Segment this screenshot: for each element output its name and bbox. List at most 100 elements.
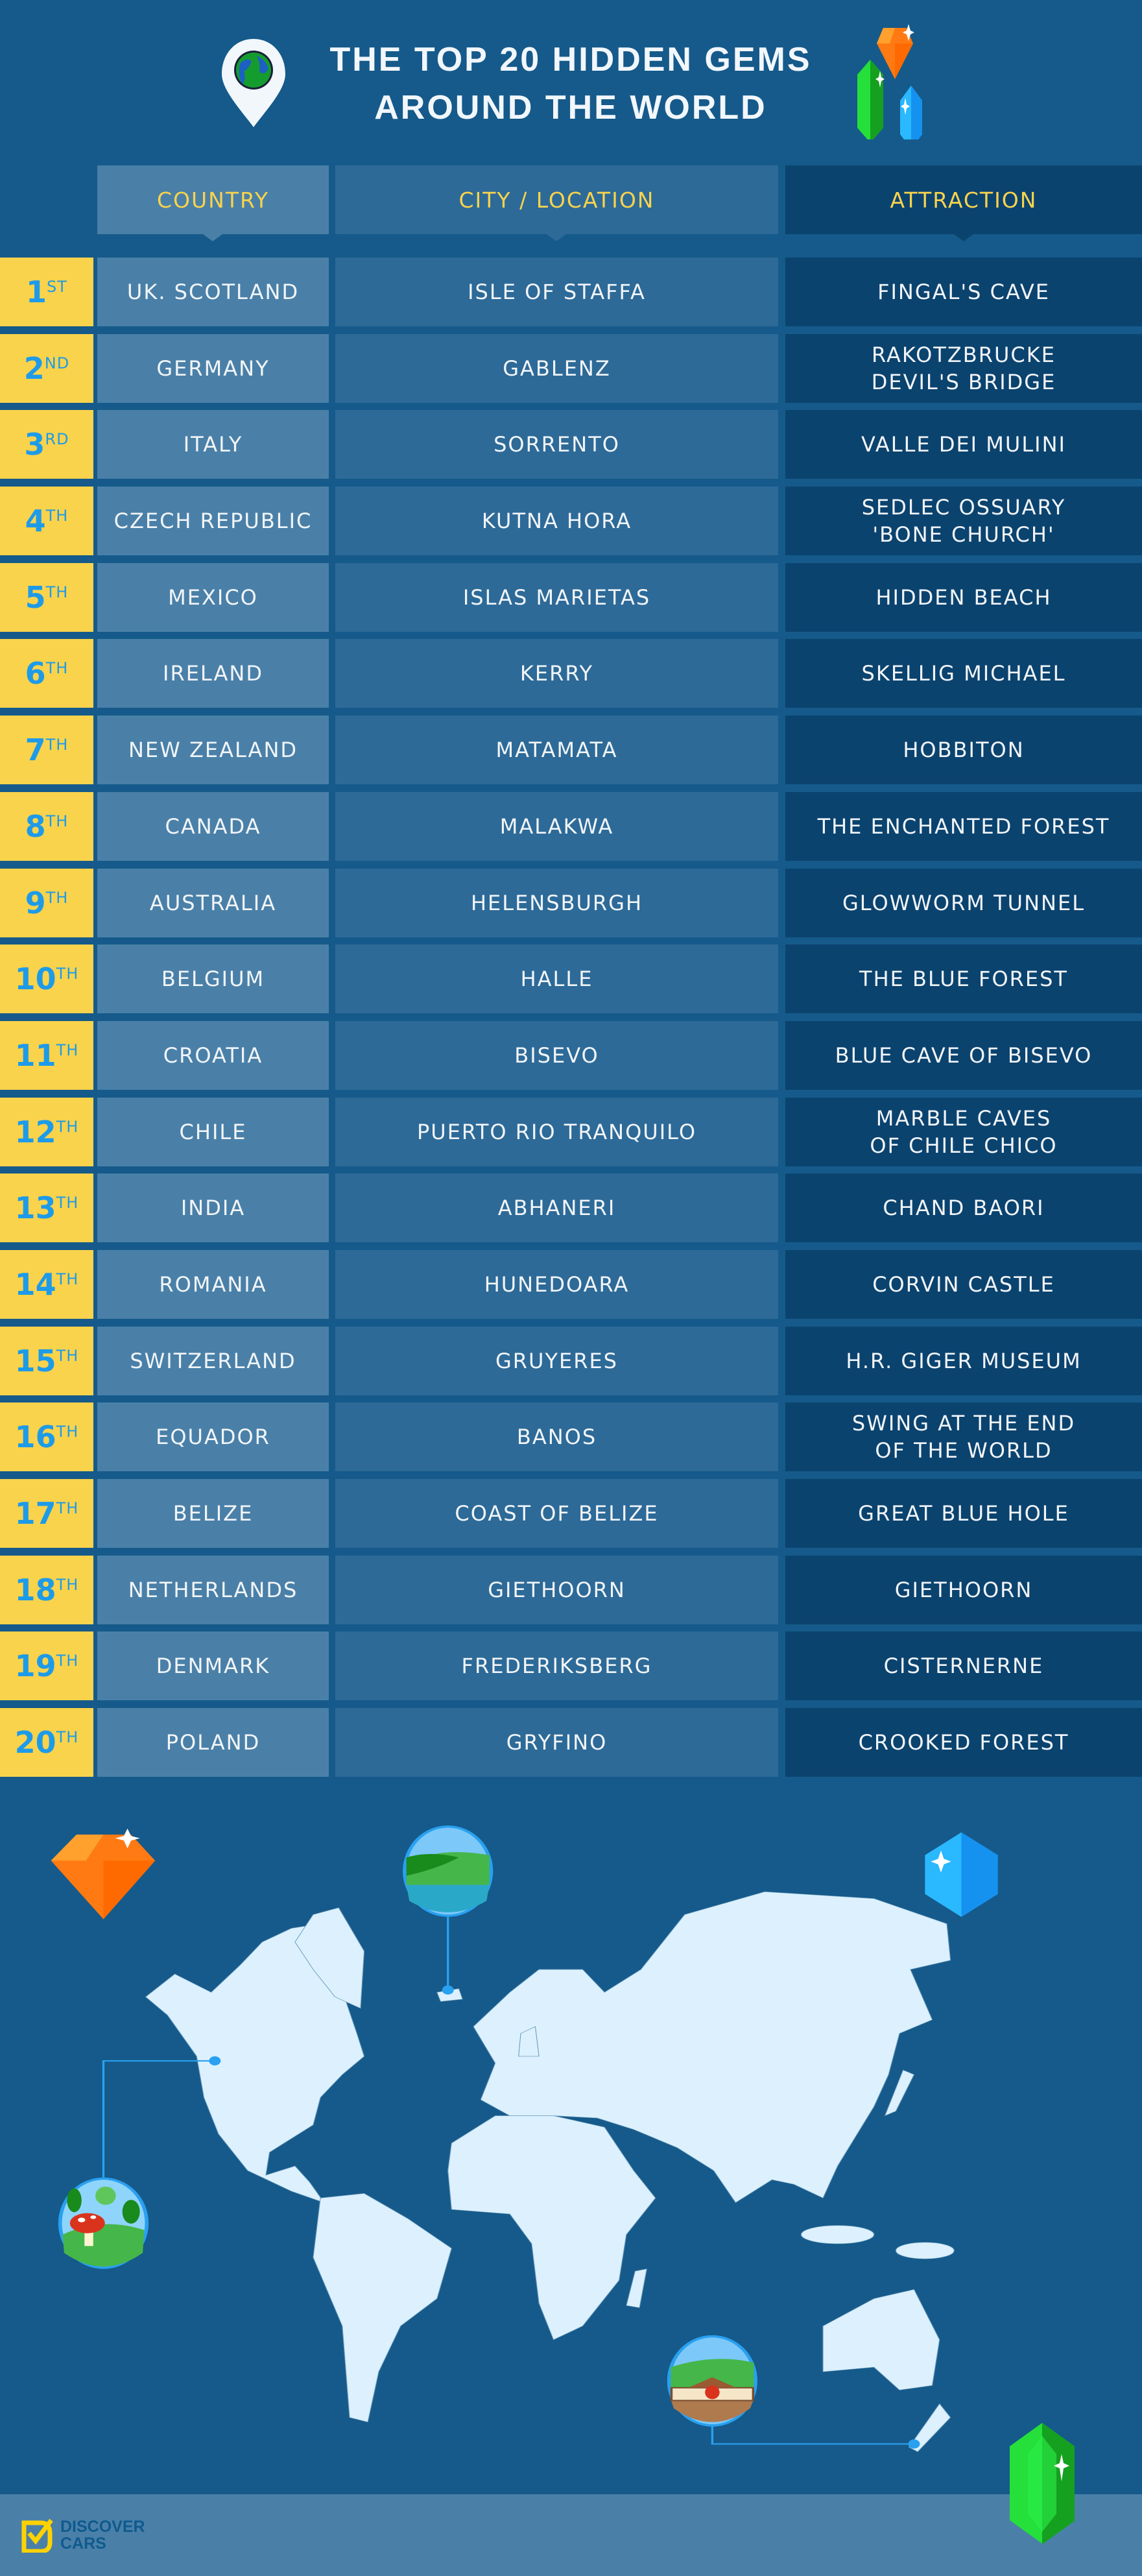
rank-number: 9 — [25, 885, 46, 921]
table-row: 7 TH NEW ZEALAND MATAMATA HOBBITON — [0, 716, 1142, 785]
country-cell: UK. SCOTLAND — [97, 258, 329, 326]
title-line-1: THE TOP 20 HIDDEN GEMS — [329, 41, 812, 78]
rank-suffix: TH — [56, 1117, 79, 1136]
table-row: 5 TH MEXICO ISLAS MARIETAS HIDDEN BEACH — [0, 562, 1142, 632]
rank-number: 13 — [14, 1190, 56, 1226]
discover-cars-logo-icon — [21, 2519, 53, 2553]
rank-number: 1 — [26, 274, 47, 309]
rank-badge: 19 TH — [0, 1631, 93, 1701]
rank-suffix: TH — [56, 1194, 79, 1212]
table-row: 20 TH POLAND GRYFINO CROOKED FOREST — [0, 1708, 1142, 1777]
column-header-attraction: ATTRACTION — [785, 165, 1142, 234]
city-cell: GIETHOORN — [335, 1555, 778, 1624]
country-cell: DENMARK — [97, 1631, 329, 1701]
city-cell: ISLAS MARIETAS — [335, 562, 778, 632]
greenland — [294, 1907, 365, 2009]
attraction-cell: SKELLIG MICHAEL — [785, 639, 1142, 708]
country-cell: POLAND — [97, 1708, 329, 1777]
rank-suffix: ND — [44, 354, 70, 372]
header-pointer — [954, 234, 973, 241]
attraction-cell: HOBBITON — [785, 716, 1142, 785]
marker-dot-new-zealand — [908, 2439, 920, 2449]
rank-badge: 9 TH — [0, 868, 93, 937]
rank-badge: 2 ND — [0, 333, 93, 403]
country-cell: INDIA — [97, 1174, 329, 1243]
north-america — [145, 1923, 365, 2204]
rank-badge: 4 TH — [0, 487, 93, 556]
rank-badge: 7 TH — [0, 716, 93, 785]
country-cell: BELIZE — [97, 1479, 329, 1548]
rank-suffix: TH — [45, 659, 69, 678]
city-cell: HUNEDOARA — [335, 1249, 778, 1319]
marker-dot-canada — [209, 2056, 221, 2065]
attraction-cell: CROOKED FOREST — [785, 1708, 1142, 1777]
rank-suffix: TH — [56, 1575, 79, 1594]
page-title: THE TOP 20 HIDDEN GEMS AROUND THE WORLD — [311, 36, 830, 132]
country-cell: AUSTRALIA — [97, 868, 329, 937]
attraction-cell: FINGAL'S CAVE — [785, 258, 1142, 326]
gems-cluster-icon — [857, 24, 922, 139]
rank-badge: 1 ST — [0, 258, 93, 326]
table-row: 6 TH IRELAND KERRY SKELLIG MICHAEL — [0, 639, 1142, 708]
rank-number: 17 — [14, 1496, 56, 1531]
table-row: 12 TH CHILE PUERTO RIO TRANQUILO MARBLE CAVE… — [0, 1097, 1142, 1166]
country-cell: GERMANY — [97, 333, 329, 403]
rank-suffix: ST — [47, 278, 67, 296]
attraction-cell: H.R. GIGER MUSEUM — [785, 1326, 1142, 1395]
rank-badge: 13 TH — [0, 1174, 93, 1243]
rank-number: 18 — [14, 1572, 56, 1607]
country-cell: ROMANIA — [97, 1249, 329, 1319]
new-zealand — [908, 2403, 951, 2452]
rank-number: 7 — [25, 732, 46, 768]
table-row: 9 TH AUSTRALIA HELENSBURGH GLOWWORM TUNNEL — [0, 868, 1142, 937]
rank-number: 5 — [25, 579, 46, 615]
rank-number: 11 — [14, 1037, 56, 1073]
location-pin-globe-icon — [222, 39, 285, 127]
africa — [447, 2115, 656, 2341]
iceland-landscape-badge — [403, 1825, 494, 1917]
rank-number: 14 — [14, 1266, 56, 1302]
rank-number: 12 — [14, 1114, 56, 1150]
rank-number: 4 — [25, 503, 46, 539]
country-cell: CZECH REPUBLIC — [97, 487, 329, 556]
country-cell: SWITZERLAND — [97, 1326, 329, 1395]
rank-badge: 14 TH — [0, 1249, 93, 1319]
country-cell: EQUADOR — [97, 1402, 329, 1472]
rank-suffix: TH — [56, 1346, 79, 1365]
rank-badge: 20 TH — [0, 1708, 93, 1777]
table-row: 8 TH CANADA MALAKWA THE ENCHANTED FOREST — [0, 791, 1142, 861]
table-row: 1 ST UK. SCOTLAND ISLE OF STAFFA FINGAL'S CA… — [0, 258, 1142, 326]
table-row: 11 TH CROATIA BISEVO BLUE CAVE OF BISEVO — [0, 1020, 1142, 1090]
attraction-cell: CISTERNERNE — [785, 1631, 1142, 1701]
rank-badge: 8 TH — [0, 791, 93, 861]
rank-number: 8 — [25, 808, 46, 844]
attraction-cell: CHAND BAORI — [785, 1174, 1142, 1243]
table-row: 10 TH BELGIUM HALLE THE BLUE FOREST — [0, 945, 1142, 1014]
rank-suffix: TH — [56, 1041, 79, 1059]
table-row: 18 TH NETHERLANDS GIETHOORN GIETHOORN — [0, 1555, 1142, 1624]
hobbiton-badge — [667, 2335, 758, 2427]
rank-number: 20 — [14, 1725, 56, 1761]
table-row: 17 TH BELIZE COAST OF BELIZE GREAT BLUE HOLE — [0, 1479, 1142, 1548]
city-cell: KUTNA HORA — [335, 487, 778, 556]
rank-badge: 10 TH — [0, 945, 93, 1014]
attraction-cell: MARBLE CAVES OF CHILE CHICO — [785, 1097, 1142, 1166]
indonesia — [800, 2225, 875, 2245]
column-header-city: CITY / LOCATION — [335, 165, 778, 234]
table-row: 13 TH INDIA ABHANERI CHAND BAORI — [0, 1174, 1142, 1243]
attraction-cell: SEDLEC OSSUARY 'BONE CHURCH' — [785, 487, 1142, 556]
rank-suffix: TH — [45, 736, 69, 754]
table-row: 19 TH DENMARK FREDERIKSBERG CISTERNERNE — [0, 1631, 1142, 1701]
attraction-cell: GIETHOORN — [785, 1555, 1142, 1624]
blue-gem-icon — [925, 1832, 998, 1917]
country-cell: BELGIUM — [97, 945, 329, 1014]
green-gem-icon — [1010, 2423, 1075, 2545]
marker-dot-iceland — [442, 1985, 454, 1995]
rank-number: 6 — [25, 656, 46, 692]
rank-number: 19 — [14, 1648, 56, 1684]
enchanted-forest-badge — [58, 2177, 149, 2269]
country-cell: ITALY — [97, 410, 329, 479]
city-cell: HALLE — [335, 945, 778, 1014]
city-cell: GABLENZ — [335, 333, 778, 403]
table-row: 15 TH SWITZERLAND GRUYERES H.R. GIGER MUSEUM — [0, 1326, 1142, 1395]
